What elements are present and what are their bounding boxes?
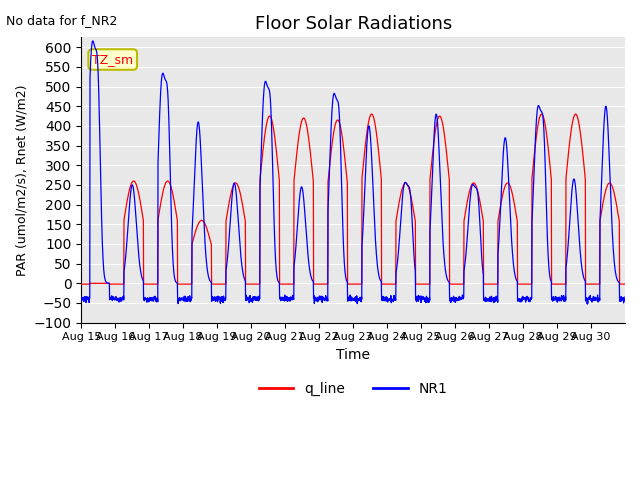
Legend: q_line, NR1: q_line, NR1 — [253, 376, 453, 401]
X-axis label: Time: Time — [336, 348, 370, 362]
Y-axis label: PAR (umol/m2/s), Rnet (W/m2): PAR (umol/m2/s), Rnet (W/m2) — [15, 84, 28, 276]
Text: TZ_sm: TZ_sm — [92, 53, 133, 66]
Text: No data for f_NR2: No data for f_NR2 — [6, 14, 118, 27]
Title: Floor Solar Radiations: Floor Solar Radiations — [255, 15, 452, 33]
